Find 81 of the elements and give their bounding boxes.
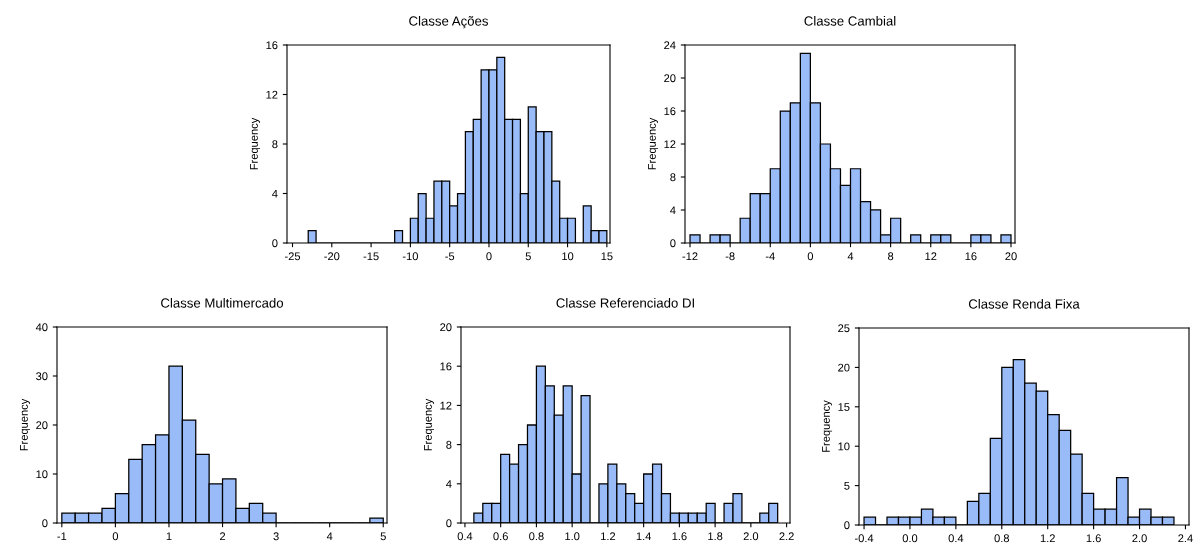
x-tick-label: 5: [380, 532, 386, 541]
y-tick-label: 40: [35, 323, 48, 332]
x-tick-label: 15: [601, 252, 613, 261]
y-tick-label: 20: [838, 363, 850, 372]
x-tick-label: 0.4: [948, 534, 964, 543]
x-tick-label: -10: [402, 252, 418, 261]
y-tick-label: 0: [42, 519, 48, 528]
y-tick-label: 20: [36, 421, 48, 430]
x-tick-label: 8: [888, 252, 894, 261]
y-tick-label: 0: [272, 239, 278, 248]
chart-title: Classe Renda Fixa: [968, 298, 1080, 309]
x-tick-label: 2: [220, 532, 226, 541]
y-tick-label: 0: [844, 521, 850, 530]
x-tick-label: 10: [562, 252, 574, 261]
x-tick-label: 0: [486, 252, 492, 261]
y-axis-title: Frequency: [424, 398, 435, 451]
y-tick-label: 4: [670, 206, 676, 215]
x-tick-label: 0: [112, 532, 119, 541]
chart-title: Classe Ações: [409, 15, 488, 29]
y-tick-label: 0: [446, 519, 452, 528]
x-tick-label: 1.6: [672, 532, 687, 541]
chart-title: Classe Referenciado DI: [556, 297, 694, 308]
x-tick-label: 4: [326, 532, 333, 541]
y-tick-label: 8: [670, 173, 676, 182]
x-tick-label: 1.2: [601, 532, 616, 541]
y-tick-label: 16: [664, 107, 676, 116]
y-tick-label: 10: [36, 470, 48, 479]
y-tick-label: 20: [664, 74, 676, 83]
y-tick-label: 0: [670, 239, 676, 248]
chart-title: Classe Multimercado: [161, 297, 284, 308]
x-tick-label: -8: [725, 252, 735, 261]
x-tick-label: 2.2: [779, 532, 794, 541]
x-tick-label: 0.0: [902, 534, 918, 543]
x-tick-label: 0.4: [457, 532, 473, 541]
y-tick-label: 20: [440, 323, 452, 332]
x-tick-label: 0.6: [493, 532, 508, 541]
y-tick-label: 8: [446, 440, 452, 449]
x-tick-label: 0.8: [994, 534, 1010, 543]
y-tick-label: 12: [440, 401, 452, 410]
x-tick-label: -1: [57, 532, 67, 541]
x-tick-label: 1: [166, 532, 172, 541]
x-tick-label: 5: [525, 252, 531, 261]
y-tick-label: 15: [838, 403, 850, 411]
y-axis-title: Frequency: [648, 117, 659, 170]
x-tick-label: -5: [445, 252, 455, 261]
x-tick-label: 1.0: [565, 532, 580, 541]
x-tick-label: 0: [807, 252, 814, 261]
x-tick-label: 1.4: [636, 532, 652, 541]
y-tick-label: 4: [272, 189, 278, 198]
x-tick-label: 1.6: [1086, 534, 1101, 543]
x-tick-label: 1.8: [708, 532, 723, 541]
y-axis-title: Frequency: [822, 400, 833, 452]
y-tick-label: 16: [440, 362, 452, 371]
x-tick-label: 1.2: [1040, 534, 1055, 543]
x-tick-label: -0.4: [854, 534, 874, 543]
y-tick-label: 12: [664, 140, 676, 149]
y-tick-label: 25: [838, 324, 850, 333]
x-tick-label: 2.0: [1132, 534, 1147, 543]
x-tick-label: -25: [284, 252, 301, 261]
x-tick-label: 3: [273, 532, 279, 541]
y-tick-label: 10: [838, 442, 850, 451]
x-tick-label: -20: [324, 252, 340, 261]
x-tick-label: -12: [682, 252, 698, 261]
y-axis-title: Frequency: [250, 117, 261, 170]
x-tick-label: 12: [925, 252, 937, 261]
x-tick-label: 2.0: [743, 532, 759, 541]
x-tick-label: -4: [765, 252, 775, 261]
x-tick-label: 16: [965, 252, 977, 261]
x-tick-label: 20: [1005, 252, 1017, 261]
y-tick-label: 12: [266, 90, 278, 99]
x-tick-label: 0.8: [529, 532, 544, 541]
y-tick-label: 4: [446, 480, 452, 488]
y-tick-label: 30: [36, 372, 48, 381]
y-tick-label: 5: [844, 481, 850, 490]
x-tick-label: -15: [363, 252, 379, 261]
y-axis-title: Frequency: [20, 398, 31, 451]
y-tick-label: 8: [272, 140, 278, 149]
y-tick-label: 24: [664, 41, 676, 50]
chart-title: Classe Cambial: [804, 15, 896, 26]
x-tick-label: 2.4: [1178, 534, 1193, 543]
y-tick-label: 16: [266, 41, 278, 50]
